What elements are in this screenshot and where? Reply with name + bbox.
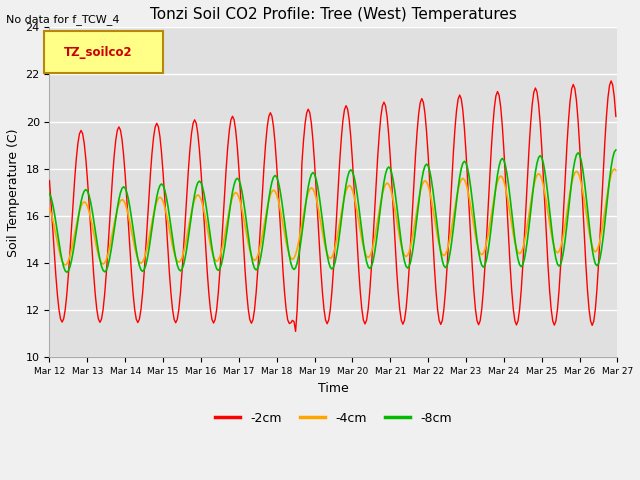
Legend: -2cm, -4cm, -8cm: -2cm, -4cm, -8cm bbox=[210, 407, 457, 430]
Title: Tonzi Soil CO2 Profile: Tree (West) Temperatures: Tonzi Soil CO2 Profile: Tree (West) Temp… bbox=[150, 7, 517, 22]
X-axis label: Time: Time bbox=[318, 382, 349, 395]
Y-axis label: Soil Temperature (C): Soil Temperature (C) bbox=[7, 128, 20, 257]
Text: TZ_soilco2: TZ_soilco2 bbox=[63, 46, 132, 59]
Text: No data for f_TCW_4: No data for f_TCW_4 bbox=[6, 14, 120, 25]
FancyBboxPatch shape bbox=[44, 31, 163, 73]
